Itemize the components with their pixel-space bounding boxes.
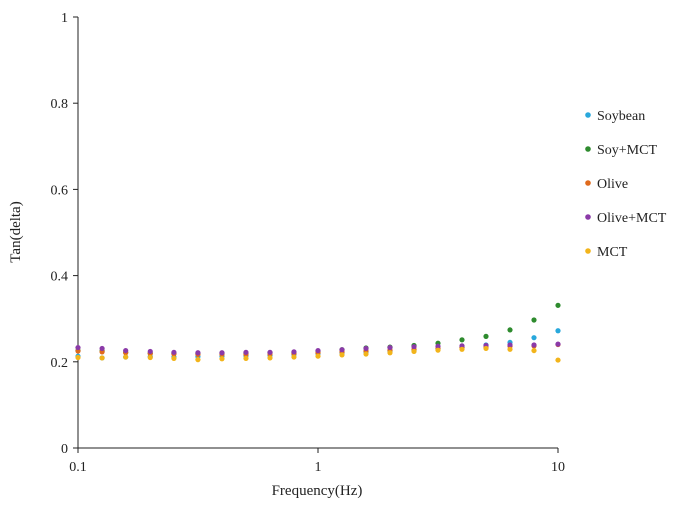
data-point <box>531 342 537 348</box>
data-point <box>411 348 417 355</box>
legend-label: Soybean <box>597 109 645 124</box>
data-point <box>555 328 561 334</box>
data-point <box>459 346 465 352</box>
data-point <box>387 350 393 356</box>
legend-label: Olive <box>597 177 628 192</box>
data-point <box>99 345 105 352</box>
data-point <box>195 350 201 356</box>
data-point <box>435 343 441 349</box>
x-tick-label: 0.1 <box>69 460 87 475</box>
data-point <box>531 317 537 323</box>
data-point <box>555 357 561 363</box>
data-point <box>123 347 129 354</box>
data-point <box>531 347 537 354</box>
legend-label: MCT <box>597 245 628 260</box>
y-tick-label: 1 <box>61 11 68 26</box>
legend-label: Soy+MCT <box>597 143 657 158</box>
data-point <box>315 347 321 354</box>
axes <box>73 16 559 453</box>
legend-label: Olive+MCT <box>597 211 667 226</box>
data-point <box>147 348 153 355</box>
y-tick-label: 0.8 <box>51 97 69 112</box>
x-tick-label: 10 <box>551 460 565 475</box>
y-tick-label: 0 <box>61 442 68 457</box>
y-tick-label: 0.4 <box>51 270 69 285</box>
data-point <box>483 345 489 352</box>
data-point <box>99 355 105 361</box>
data-point <box>171 349 177 355</box>
x-tick-label: 1 <box>315 460 322 475</box>
y-tick-label: 0.6 <box>51 183 69 198</box>
data-point <box>123 354 129 360</box>
data-point <box>459 337 465 343</box>
data-point <box>363 345 369 352</box>
data-point <box>507 327 513 333</box>
legend: Soybean Soy+MCT Olive Olive+MCT MCT <box>585 109 667 260</box>
data-point <box>507 346 513 352</box>
data-point <box>291 349 297 355</box>
data-point <box>315 353 321 359</box>
y-axis-title: Tan(delta) <box>8 201 24 262</box>
data-point <box>195 357 201 363</box>
data-point <box>75 344 81 351</box>
tick-labels: 0 0.2 0.4 0.6 0.8 1 0.1 1 10 <box>51 11 566 475</box>
data-point <box>291 354 297 360</box>
legend-marker <box>585 248 591 254</box>
data-point <box>267 355 273 361</box>
data-point <box>435 347 441 353</box>
legend-marker <box>585 214 591 220</box>
data-point <box>387 344 393 351</box>
data-point <box>339 352 345 358</box>
data-point <box>483 333 489 339</box>
data-point <box>555 302 561 308</box>
data-point <box>243 355 249 361</box>
data-point <box>339 347 345 353</box>
data-points <box>75 302 561 363</box>
data-point <box>219 356 225 362</box>
data-point <box>75 354 81 361</box>
legend-marker <box>585 146 591 152</box>
data-point <box>219 350 225 356</box>
x-axis-title: Frequency(Hz) <box>272 483 363 499</box>
legend-marker <box>585 180 591 186</box>
data-point <box>147 354 153 361</box>
data-point <box>363 351 369 357</box>
data-point <box>507 342 513 348</box>
legend-marker <box>585 112 591 118</box>
data-point <box>555 341 561 347</box>
data-point <box>531 335 537 341</box>
data-point <box>267 349 273 355</box>
data-point <box>171 355 177 361</box>
data-point <box>411 344 417 350</box>
data-point <box>243 349 249 355</box>
y-tick-label: 0.2 <box>51 356 69 371</box>
